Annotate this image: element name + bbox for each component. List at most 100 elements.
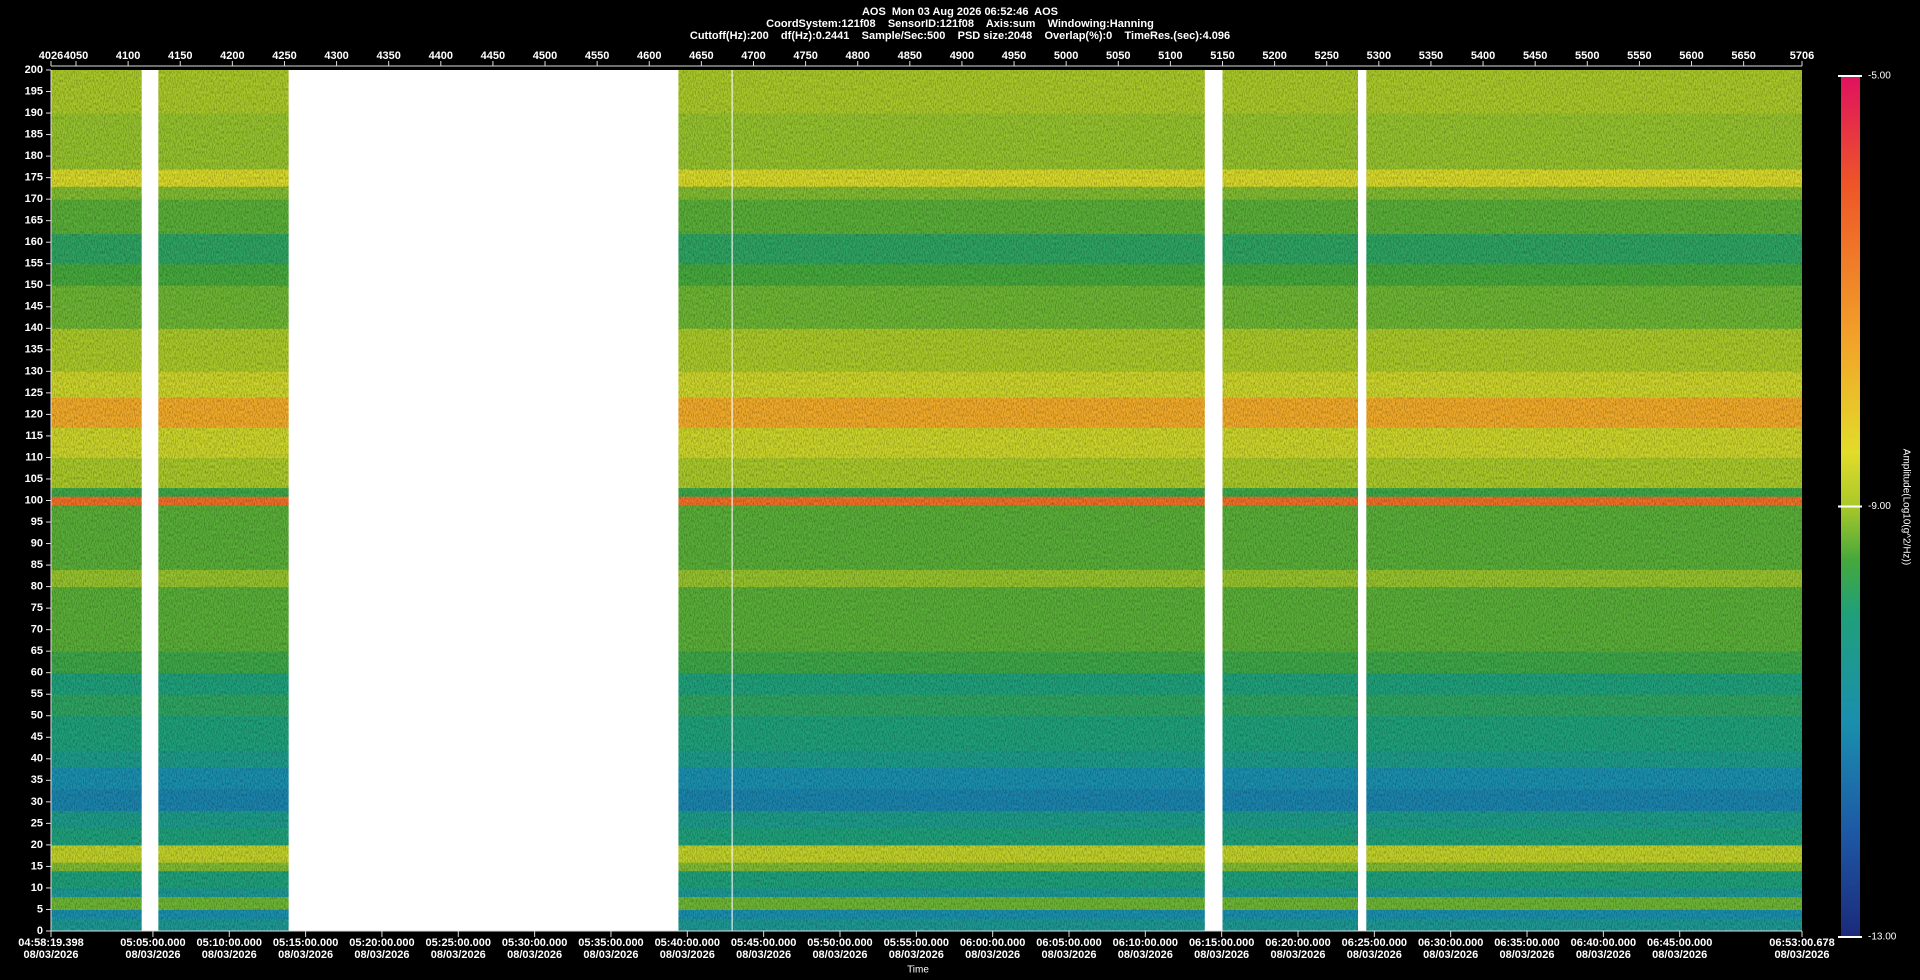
y-tick-label: 60	[31, 667, 43, 679]
x-tick-label: 5250	[1314, 50, 1338, 62]
time-tick-label: 05:50:00.000	[807, 937, 872, 949]
time-tick-label: 05:40:00.000	[655, 937, 720, 949]
y-tick-label: 145	[25, 301, 43, 313]
time-tick-label: 05:45:00.000	[731, 937, 796, 949]
x-tick-label: 4600	[637, 50, 661, 62]
y-tick-label: 160	[25, 236, 43, 248]
chart-title: AOS Mon 03 Aug 2026 06:52:46 AOS	[862, 6, 1058, 18]
x-tick-label: 4450	[481, 50, 505, 62]
colorbar-tick-label: -13.00	[1868, 932, 1897, 943]
time-tick-label: 06:25:00.000	[1342, 937, 1407, 949]
time-tick-label: 06:20:00.000	[1265, 937, 1330, 949]
x-tick-label: 4150	[168, 50, 192, 62]
y-tick-label: 130	[25, 365, 43, 377]
y-tick-label: 135	[25, 344, 43, 356]
time-tick-label: 06:10:00.000	[1113, 937, 1178, 949]
date-tick-label: 08/03/2026	[660, 949, 715, 961]
y-tick-label: 50	[31, 710, 43, 722]
y-tick-label: 5	[37, 903, 43, 915]
y-tick-label: 175	[25, 172, 43, 184]
x-tick-label: 4650	[689, 50, 713, 62]
y-tick-label: 105	[25, 473, 43, 485]
y-tick-label: 25	[31, 817, 43, 829]
y-tick-label: 125	[25, 387, 43, 399]
y-tick-label: 40	[31, 753, 43, 765]
x-tick-label: 5300	[1367, 50, 1391, 62]
x-tick-label: 4350	[376, 50, 400, 62]
time-tick-label: 06:00:00.000	[960, 937, 1025, 949]
date-tick-label: 08/03/2026	[202, 949, 257, 961]
colorbar-tick-label: -9.00	[1868, 501, 1891, 512]
date-tick-label: 08/03/2026	[736, 949, 791, 961]
x-tick-label: 5600	[1679, 50, 1703, 62]
time-tick-label: 06:05:00.000	[1036, 937, 1101, 949]
y-tick-label: 10	[31, 882, 43, 894]
date-tick-label: 08/03/2026	[965, 949, 1020, 961]
y-tick-label: 55	[31, 688, 43, 700]
date-tick-label: 08/03/2026	[1423, 949, 1478, 961]
y-tick-label: 85	[31, 559, 43, 571]
x-tick-label: 5000	[1054, 50, 1078, 62]
date-tick-label: 08/03/2026	[812, 949, 867, 961]
x-tick-label: 4700	[741, 50, 765, 62]
y-tick-label: 90	[31, 537, 43, 549]
date-tick-label: 08/03/2026	[354, 949, 409, 961]
y-tick-label: 155	[25, 258, 43, 270]
date-tick-label: 08/03/2026	[125, 949, 180, 961]
time-tick-label: 05:05:00.000	[120, 937, 185, 949]
y-tick-label: 200	[25, 64, 43, 76]
time-tick-label: 05:35:00.000	[578, 937, 643, 949]
y-tick-label: 20	[31, 839, 43, 851]
y-tick-label: 30	[31, 796, 43, 808]
y-tick-label: 170	[25, 193, 43, 205]
x-tick-label: 5150	[1210, 50, 1234, 62]
x-tick-label: 4100	[116, 50, 140, 62]
y-tick-label: 75	[31, 602, 43, 614]
date-tick-label: 08/03/2026	[1774, 949, 1829, 961]
y-tick-label: 150	[25, 279, 43, 291]
x-tick-label: 4250	[272, 50, 296, 62]
x-tick-label: 5550	[1627, 50, 1651, 62]
time-tick-label: 06:53:00.678	[1769, 937, 1834, 949]
x-tick-label: 5400	[1471, 50, 1495, 62]
y-tick-label: 120	[25, 408, 43, 420]
y-tick-label: 190	[25, 107, 43, 119]
y-tick-label: 115	[25, 430, 43, 442]
time-tick-label: 06:35:00.000	[1494, 937, 1559, 949]
chart-subtitle: CoordSystem:121f08 SensorID:121f08 Axis:…	[766, 18, 1154, 30]
y-tick-label: 95	[31, 516, 43, 528]
date-tick-label: 08/03/2026	[507, 949, 562, 961]
time-tick-label: 06:15:00.000	[1189, 937, 1254, 949]
x-tick-label: 4950	[1002, 50, 1026, 62]
x-tick-label: 5350	[1419, 50, 1443, 62]
x-tick-label: 4750	[793, 50, 817, 62]
x-tick-label: 5100	[1158, 50, 1182, 62]
x-tick-label: 4050	[64, 50, 88, 62]
date-tick-label: 08/03/2026	[1041, 949, 1096, 961]
y-tick-label: 0	[37, 925, 43, 937]
y-tick-label: 65	[31, 645, 43, 657]
time-tick-label: 06:30:00.000	[1418, 937, 1483, 949]
colorbar-label: Amplitude(Log10(g^2/Hz))	[1900, 449, 1911, 565]
x-tick-label: 5650	[1731, 50, 1755, 62]
x-tick-label: 4400	[429, 50, 453, 62]
colorbar-tick-label: -5.00	[1868, 71, 1891, 82]
y-tick-label: 70	[31, 624, 43, 636]
x-axis-label: Time	[907, 965, 929, 976]
x-tick-label: 4850	[898, 50, 922, 62]
x-tick-label: 4800	[845, 50, 869, 62]
x-tick-label: 4200	[220, 50, 244, 62]
date-tick-label: 08/03/2026	[1118, 949, 1173, 961]
x-tick-label: 4500	[533, 50, 557, 62]
x-tick-label: 5050	[1106, 50, 1130, 62]
y-tick-label: 185	[25, 128, 43, 140]
time-tick-label: 05:30:00.000	[502, 937, 567, 949]
y-tick-label: 15	[31, 860, 43, 872]
y-tick-label: 140	[25, 322, 43, 334]
x-tick-label: 5500	[1575, 50, 1599, 62]
date-tick-label: 08/03/2026	[1652, 949, 1707, 961]
date-tick-label: 08/03/2026	[889, 949, 944, 961]
chart-subtitle: Cuttoff(Hz):200 df(Hz):0.2441 Sample/Sec…	[690, 30, 1230, 42]
date-tick-label: 08/03/2026	[1499, 949, 1554, 961]
